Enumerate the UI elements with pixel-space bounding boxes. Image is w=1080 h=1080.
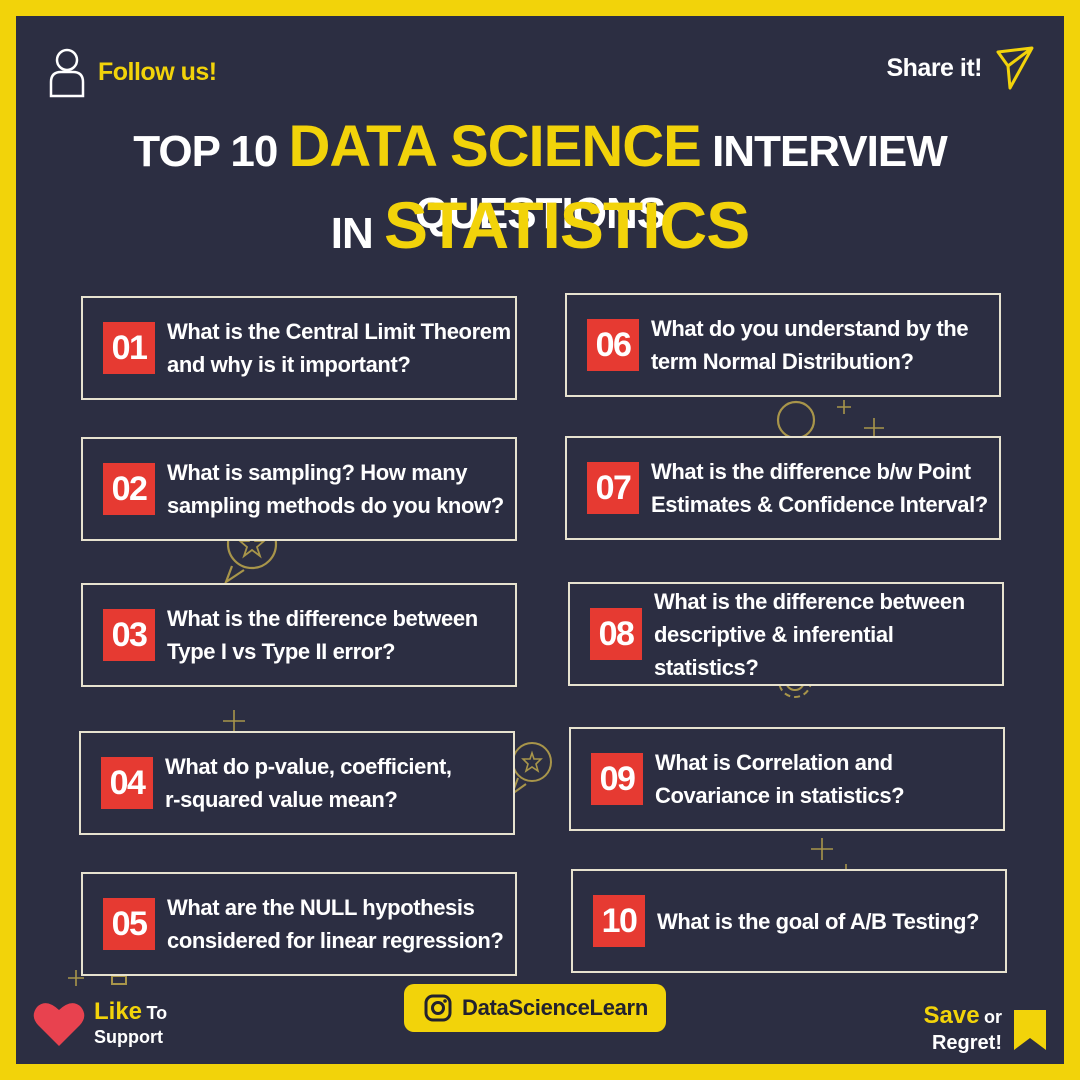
regret-word: Regret! <box>931 1032 1002 1054</box>
question-text: What is the goal of A/B Testing? <box>657 908 980 934</box>
or-word: or <box>984 1007 1002 1027</box>
page-title-line-2: IN STATISTICS <box>16 190 1064 269</box>
question-card-10: 10 What is the goal of A/B Testing? <box>571 869 1007 973</box>
to-word: To <box>146 1002 168 1023</box>
question-text: What is sampling? How many sampling meth… <box>167 460 504 518</box>
question-text: What is Correlation and Covariance in st… <box>655 750 905 808</box>
share-label: Share it! <box>886 53 982 82</box>
question-card-07: 07 What is the difference b/w Point Esti… <box>565 436 1001 540</box>
instagram-icon <box>424 994 452 1022</box>
question-number: 06 <box>587 319 639 371</box>
title-prefix: TOP 10 <box>133 127 278 176</box>
follow-label: Follow us! <box>98 57 217 86</box>
question-text: What is the difference between descripti… <box>654 588 965 680</box>
instagram-handle-button[interactable]: DataScienceLearn <box>404 984 666 1032</box>
question-number: 02 <box>103 463 155 515</box>
question-number: 10 <box>593 895 645 947</box>
question-card-08: 08 What is the difference between descri… <box>568 582 1004 686</box>
like-word: Like <box>94 997 143 1025</box>
question-card-02: 02 What is sampling? How many sampling m… <box>81 437 517 541</box>
save-or-regret[interactable]: Save or Regret! <box>923 1004 1048 1055</box>
sparkle-icon <box>811 838 854 882</box>
page-title-line-1: TOP 10 DATA SCIENCE INTERVIEW QUESTIONS <box>16 116 1064 245</box>
save-text: Save or Regret! <box>923 1004 1002 1055</box>
question-number: 03 <box>103 609 155 661</box>
sparkle-icon <box>223 710 268 756</box>
question-number: 09 <box>591 753 643 805</box>
question-number: 05 <box>103 898 155 950</box>
bookmark-icon <box>1014 1009 1046 1050</box>
question-number: 04 <box>101 757 153 809</box>
poster-frame: Follow us! Share it! TOP 10 DATA SCIENCE… <box>16 16 1064 1064</box>
question-card-09: 09 What is Correlation and Covariance in… <box>569 727 1005 831</box>
question-number: 07 <box>587 462 639 514</box>
question-card-05: 05 What are the NULL hypothesis consider… <box>81 872 517 976</box>
follow-us[interactable]: Follow us! <box>48 46 217 98</box>
question-number: 01 <box>103 322 155 374</box>
question-card-01: 01 What is the Central Limit Theorem and… <box>81 296 517 400</box>
like-text: Like To Support <box>94 997 168 1048</box>
title-suffix: INTERVIEW QUESTIONS <box>414 127 948 238</box>
question-text: What is the Central Limit Theorem and wh… <box>167 319 511 377</box>
share-it[interactable]: Share it! <box>886 46 1034 90</box>
support-word: Support <box>94 1026 163 1047</box>
handle-label: DataScienceLearn <box>462 995 648 1020</box>
question-card-04: 04 What do p-value, coefficient, r-squar… <box>79 731 515 835</box>
title-line2-prefix: IN <box>330 209 374 258</box>
question-text: What are the NULL hypothesis considered … <box>167 895 504 953</box>
question-text: What do p-value, coefficient, r-squared … <box>165 754 452 812</box>
question-card-03: 03 What is the difference between Type I… <box>81 583 517 687</box>
save-word: Save <box>923 1002 980 1029</box>
question-text: What is the difference between Type I vs… <box>167 606 478 664</box>
question-text: What is the difference b/w Point Estimat… <box>651 459 988 517</box>
user-icon <box>49 48 85 98</box>
question-card-06: 06 What do you understand by the term No… <box>565 293 1001 397</box>
like-to-support[interactable]: Like To Support <box>32 997 168 1048</box>
sparkle-icon <box>742 400 884 454</box>
paper-plane-icon <box>996 46 1034 90</box>
question-number: 08 <box>590 608 642 660</box>
question-text: What do you understand by the term Norma… <box>651 316 969 374</box>
heart-icon <box>33 1003 85 1046</box>
title-highlight: DATA SCIENCE <box>288 114 702 179</box>
title-line2-highlight: STATISTICS <box>384 188 750 262</box>
